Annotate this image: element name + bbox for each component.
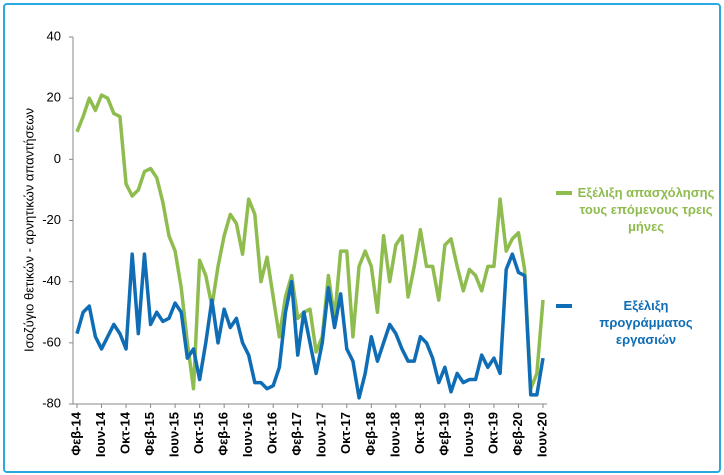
x-tick-label: Φεβ-20: [510, 412, 525, 456]
x-tick-label: Οκτ-14: [117, 411, 132, 454]
x-tick-label: Φεβ-17: [289, 412, 304, 456]
legend-entry: Εξέλιξη απασχόλησης τους επόμενους τρεις…: [556, 184, 716, 235]
x-tick-label: Ιουν-14: [93, 411, 108, 457]
x-tick-label: Ιουν-20: [534, 412, 549, 457]
x-tick-label: Οκτ-17: [338, 412, 353, 454]
y-tick-label: -20: [42, 212, 61, 227]
y-tick-label: -40: [42, 273, 61, 288]
x-tick-label: Ιουν-19: [461, 412, 476, 457]
x-tick-label: Ιουν-17: [314, 412, 329, 457]
y-tick-label: 40: [47, 28, 61, 43]
x-tick-label: Φεβ-16: [216, 412, 231, 456]
x-tick-label: Φεβ-18: [363, 412, 378, 456]
legend-swatch: [556, 304, 572, 308]
x-tick-label: Οκτ-15: [191, 412, 206, 454]
legend-label: Εξέλιξη απασχόλησης τους επόμενους τρεις…: [577, 185, 715, 234]
x-tick-label: Οκτ-18: [412, 412, 427, 454]
x-tick-label: Φεβ-14: [68, 411, 83, 455]
y-tick-label: 0: [54, 151, 61, 166]
series-line: [75, 93, 545, 391]
legend-swatch: [556, 191, 572, 195]
x-tick-label: Ιουν-15: [167, 412, 182, 457]
frame: [3, 3, 721, 473]
x-tick-label: Οκτ-16: [265, 412, 280, 454]
legend-label: Εξέλιξη προγράμματος εργασιών: [599, 298, 693, 347]
legend-entry: Εξέλιξη προγράμματος εργασιών: [556, 297, 716, 348]
x-tick-label: Φεβ-15: [142, 412, 157, 456]
x-tick-label: Οκτ-19: [485, 412, 500, 454]
series-line: [75, 252, 545, 400]
y-tick-label: -80: [42, 395, 61, 410]
x-tick-label: Φεβ-19: [436, 412, 451, 456]
y-axis-title: Ισοζύγιο θετικών - αρνητικών απαντήσεων: [21, 108, 36, 352]
x-tick-label: Ιουν-16: [240, 412, 255, 457]
x-tick-label: Ιουν-18: [387, 412, 402, 457]
y-tick-label: -60: [42, 334, 61, 349]
y-tick-label: 20: [47, 90, 61, 105]
